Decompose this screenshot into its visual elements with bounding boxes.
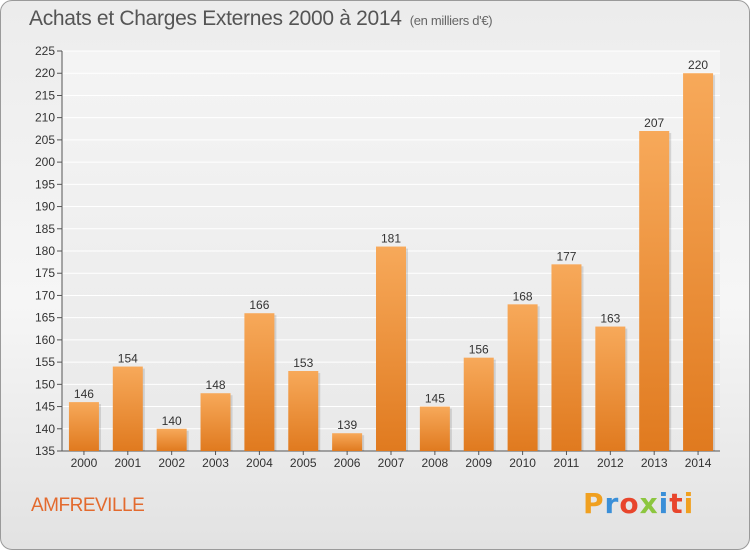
y-tick-label: 200 [35, 155, 55, 169]
x-tick-label: 2006 [334, 456, 361, 470]
bar [200, 393, 231, 451]
x-tick-label: 2014 [685, 456, 712, 470]
x-tick-label: 2000 [71, 456, 98, 470]
x-tick-label: 2004 [246, 456, 273, 470]
bar [639, 131, 670, 451]
bar-value-label: 168 [513, 289, 533, 303]
x-tick-label: 2003 [202, 456, 229, 470]
bar [332, 433, 363, 451]
bar-value-label: 145 [425, 392, 445, 406]
x-tick-label: 2012 [597, 456, 624, 470]
bar-value-label: 139 [337, 418, 357, 432]
y-tick-label: 190 [35, 200, 55, 214]
bar [376, 246, 406, 451]
bar-value-label: 181 [381, 232, 401, 246]
bar-value-label: 166 [249, 298, 269, 312]
chart-title: Achats et Charges Externes 2000 à 2014 (e… [29, 7, 493, 31]
bar [419, 406, 450, 451]
y-tick-label: 210 [35, 111, 55, 125]
y-tick-label: 185 [35, 222, 55, 236]
bar [595, 326, 626, 451]
y-tick-label: 225 [35, 44, 55, 58]
bar-value-label: 148 [206, 378, 226, 392]
x-tick-label: 2007 [378, 456, 405, 470]
y-tick-label: 145 [35, 400, 55, 414]
bar [463, 357, 494, 451]
chart-unit: (en milliers d'€) [409, 13, 493, 28]
y-tick-label: 195 [35, 177, 55, 191]
x-tick-label: 2001 [114, 456, 141, 470]
x-tick-label: 2005 [290, 456, 317, 470]
x-tick-label: 2010 [509, 456, 536, 470]
bar [112, 366, 143, 451]
place-name: AMFREVILLE [31, 495, 145, 516]
y-tick-label: 170 [35, 288, 55, 302]
y-tick-label: 150 [35, 377, 55, 391]
bar-value-label: 156 [469, 343, 489, 357]
bar-value-label: 153 [293, 356, 313, 370]
y-tick-label: 160 [35, 333, 55, 347]
bar [288, 371, 319, 451]
y-tick-label: 180 [35, 244, 55, 258]
y-tick-label: 165 [35, 311, 55, 325]
y-tick-label: 135 [35, 444, 55, 458]
bar-value-label: 220 [688, 58, 708, 72]
y-tick-label: 220 [35, 66, 55, 80]
y-tick-label: 215 [35, 88, 55, 102]
x-tick-label: 2002 [158, 456, 185, 470]
bar-value-label: 146 [74, 387, 94, 401]
x-tick-label: 2013 [641, 456, 668, 470]
plot-area: 135 140 145 150 155 160 165 170 175 180 185 190 195 2… [35, 44, 720, 470]
bar [156, 428, 187, 451]
bar-value-label: 163 [600, 312, 620, 326]
bar [551, 264, 582, 451]
x-tick-label: 2008 [422, 456, 449, 470]
bar [507, 304, 538, 451]
bar-value-label: 154 [118, 352, 138, 366]
bar-value-label: 207 [644, 116, 664, 130]
y-tick-label: 155 [35, 355, 55, 369]
bar [68, 402, 99, 451]
bar-value-label: 140 [162, 414, 182, 428]
proxiti-logo: Proxiti [583, 487, 695, 520]
bar-value-label: 177 [556, 249, 576, 263]
y-tick-label: 140 [35, 422, 55, 436]
y-tick-label: 205 [35, 133, 55, 147]
x-tick-label: 2011 [554, 456, 580, 470]
chart-title-text: Achats et Charges Externes 2000 à 2014 [29, 7, 402, 30]
x-tick-label: 2009 [465, 456, 492, 470]
bar [683, 73, 714, 451]
y-tick-label: 175 [35, 266, 55, 280]
bar [244, 313, 275, 451]
